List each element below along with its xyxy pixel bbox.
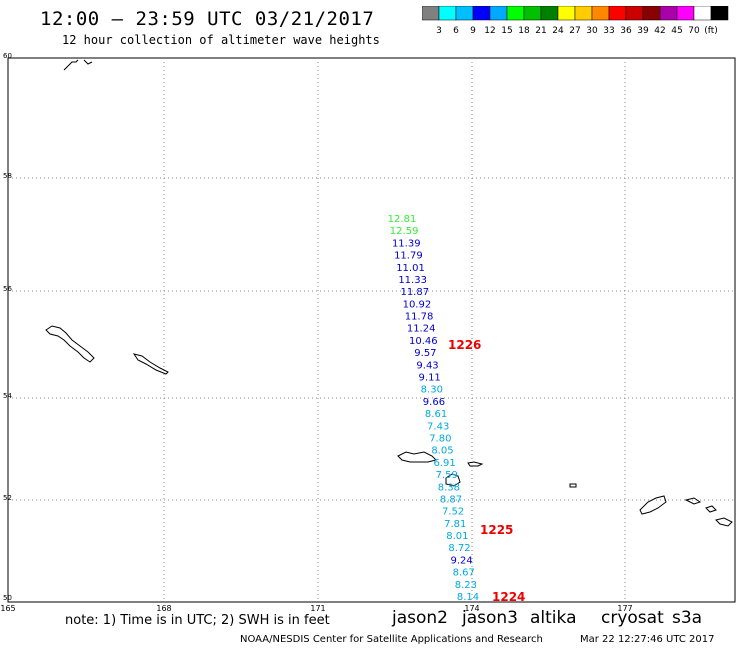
wave-height-value: 7.52 xyxy=(442,507,464,518)
wave-height-value: 8.87 xyxy=(440,494,462,505)
island-top-left xyxy=(63,59,93,71)
wave-height-value: 10.92 xyxy=(403,299,432,310)
island-near-track-2 xyxy=(445,473,461,487)
colorbar-label: 70 xyxy=(688,26,700,36)
colorbar-label: 18 xyxy=(518,26,530,36)
wave-height-value: 9.11 xyxy=(419,373,441,384)
wave-height-value: 12.81 xyxy=(388,214,417,225)
footer-timestamp: Mar 22 12:27:46 UTC 2017 xyxy=(580,634,715,645)
pass-time-label: 1226 xyxy=(448,338,481,352)
islet-2 xyxy=(569,483,577,488)
island-aleutian-mid xyxy=(132,353,169,375)
colorbar-label: (ft) xyxy=(704,26,718,36)
wave-height-value: 11.79 xyxy=(394,251,423,262)
wave-height-value: 9.24 xyxy=(450,555,472,566)
wave-height-value: 7.59 xyxy=(436,470,458,481)
wave-height-value: 11.24 xyxy=(407,324,436,335)
wave-height-value: 8.72 xyxy=(448,543,470,554)
latitude-tick-label: 60 xyxy=(3,52,12,60)
wave-height-value: 12.59 xyxy=(390,226,419,237)
footer-credit: NOAA/NESDIS Center for Satellite Applica… xyxy=(240,634,543,645)
longitude-tick-label: 171 xyxy=(310,604,325,613)
map-frame xyxy=(7,57,736,603)
wave-height-value: 10.46 xyxy=(409,336,438,347)
pass-time-label: 1225 xyxy=(480,523,513,537)
wave-height-value: 11.87 xyxy=(400,287,429,298)
satellite-s3a-label: s3a xyxy=(672,608,703,628)
wave-height-colorbar: 3 6 9 12 15 18 21 24 27 30 33 36 39 42 45 70 (ft) xyxy=(422,6,729,36)
wave-height-value: 8.38 xyxy=(438,482,460,493)
islet-1 xyxy=(467,461,484,467)
wave-height-value: 9.66 xyxy=(423,397,445,408)
wave-height-value: 8.23 xyxy=(455,580,477,591)
wave-height-value: 8.67 xyxy=(453,568,475,579)
wave-height-value: 11.33 xyxy=(398,275,427,286)
satellite-jason3-label: jason3 xyxy=(462,608,518,628)
colorbar-label: 36 xyxy=(620,26,632,36)
longitude-tick-label: 168 xyxy=(156,604,171,613)
colorbar-label: 45 xyxy=(671,26,682,36)
footer-note: note: 1) Time is in UTC; 2) SWH is in fe… xyxy=(65,613,330,628)
colorbar-label: 6 xyxy=(453,26,459,36)
axis-labels: 165 168 171 174 177 60 58 56 54 52 50 xyxy=(0,52,632,613)
island-east-3 xyxy=(705,505,717,513)
wave-height-value: 8.05 xyxy=(431,446,453,457)
colorbar-label: 42 xyxy=(654,26,665,36)
pass-time-label: 1224 xyxy=(492,590,525,604)
wave-height-value: 9.43 xyxy=(416,360,438,371)
map-subtitle: 12 hour collection of altimeter wave hei… xyxy=(62,33,380,47)
wave-height-value: 8.30 xyxy=(421,385,443,396)
wave-height-value: 11.39 xyxy=(392,238,421,249)
colorbar-label: 27 xyxy=(569,26,580,36)
latitude-tick-label: 50 xyxy=(3,594,12,602)
longitude-tick-label: 165 xyxy=(0,604,15,613)
colorbar-label: 12 xyxy=(484,26,495,36)
latitude-tick-label: 58 xyxy=(3,172,12,180)
wave-height-value: 7.80 xyxy=(429,433,451,444)
longitude-tick-label: 174 xyxy=(464,604,479,613)
island-east-4 xyxy=(715,517,733,527)
satellite-cryosat-label: cryosat xyxy=(601,608,664,628)
colorbar-label: 24 xyxy=(552,26,564,36)
colorbar-label: 15 xyxy=(501,26,512,36)
graticule xyxy=(8,58,735,602)
colorbar-label: 9 xyxy=(470,26,476,36)
island-near-track xyxy=(397,451,437,463)
colorbar-label: 39 xyxy=(637,26,649,36)
wave-height-value: 6.91 xyxy=(433,458,455,469)
island-east-2 xyxy=(684,497,702,505)
coastline xyxy=(45,59,733,527)
wave-height-value: 9.57 xyxy=(414,348,436,359)
pass-time-labels: 1226 1225 1224 xyxy=(448,338,525,604)
island-east-1 xyxy=(639,495,667,515)
colorbar-label: 33 xyxy=(603,26,614,36)
wave-height-value: 7.43 xyxy=(427,421,449,432)
colorbar-label: 21 xyxy=(535,26,546,36)
satellite-jason2-label: jason2 xyxy=(392,608,448,628)
wave-height-value: 11.78 xyxy=(405,312,434,323)
longitude-tick-label: 177 xyxy=(617,604,632,613)
latitude-tick-label: 52 xyxy=(3,494,12,502)
wave-height-value: 8.14 xyxy=(457,592,479,603)
wave-height-value: 7.81 xyxy=(444,519,466,530)
latitude-tick-label: 54 xyxy=(3,392,12,400)
colorbar-label: 3 xyxy=(436,26,442,36)
colorbar-swatch xyxy=(710,6,729,21)
map-title: 12:00 – 23:59 UTC 03/21/2017 xyxy=(40,8,375,30)
island-aleutian-west xyxy=(45,325,95,363)
colorbar-label: 30 xyxy=(586,26,598,36)
latitude-tick-label: 56 xyxy=(3,285,12,293)
wave-height-value: 8.61 xyxy=(425,409,447,420)
wave-height-value: 8.01 xyxy=(446,531,468,542)
satellite-altika-label: altika xyxy=(530,608,577,628)
wave-height-value: 11.01 xyxy=(396,263,425,274)
